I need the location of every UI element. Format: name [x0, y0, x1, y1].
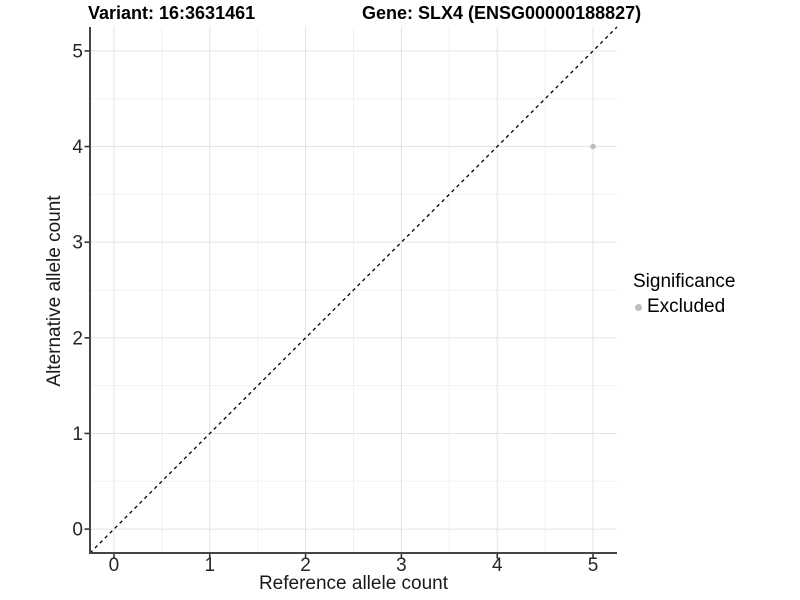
legend-items: Excluded: [633, 296, 735, 318]
y-tick-label: 2: [72, 328, 83, 349]
x-tick-label: 4: [492, 555, 503, 576]
y-tick-label: 5: [72, 41, 83, 62]
x-tick-label: 1: [204, 555, 215, 576]
x-tick-label: 5: [588, 555, 599, 576]
y-tick-label: 0: [72, 520, 83, 541]
y-tick-label: 3: [72, 233, 83, 254]
x-axis-title: Reference allele count: [258, 573, 449, 594]
legend: Significance Excluded: [633, 271, 735, 318]
x-tick-label: 3: [396, 555, 407, 576]
x-tick-label: 0: [109, 555, 120, 576]
legend-item: Excluded: [633, 296, 735, 318]
y-tick-label: 1: [72, 424, 83, 445]
x-tick-label: 2: [300, 555, 311, 576]
plot-title-variant: Variant: 16:3631461: [88, 3, 256, 23]
identity-line: [89, 26, 618, 554]
data-point: [590, 143, 596, 150]
y-axis-title: Alternative allele count: [44, 195, 65, 387]
legend-title: Significance: [633, 271, 736, 292]
legend-key-dot-icon: [635, 303, 642, 311]
y-tick-label: 4: [72, 137, 83, 158]
plot-title-gene: Gene: SLX4 (ENSG00000188827): [362, 3, 642, 23]
legend-item-label: Excluded: [647, 296, 726, 317]
